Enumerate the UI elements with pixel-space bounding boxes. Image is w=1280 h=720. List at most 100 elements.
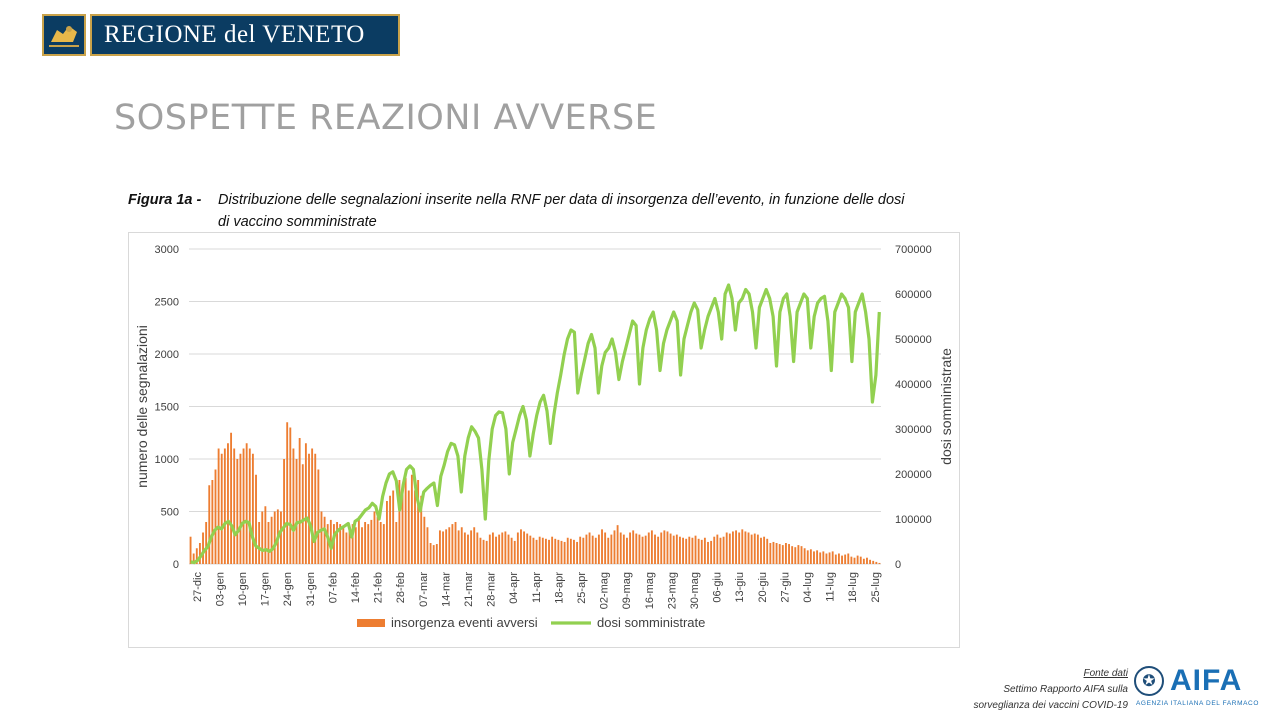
bar: [806, 550, 809, 564]
figure-label: Figura 1a -: [128, 192, 202, 208]
bar: [317, 469, 320, 564]
bar: [741, 529, 744, 564]
bar: [214, 469, 217, 564]
region-name: REGIONE del VENETO: [104, 21, 365, 48]
bar: [376, 516, 379, 564]
x-tick-label: 28-feb: [395, 572, 407, 603]
bar: [245, 443, 248, 564]
figure-caption: Figura 1a - Distribuzione delle segnalazi…: [128, 189, 978, 233]
bar: [454, 522, 457, 564]
bar: [551, 536, 554, 564]
combo-chart: 0 500 1000 1500 2000 2500 3000 0 100000 200000 300…: [134, 244, 954, 630]
aifa-logo: ✪ AIFA AGENZIA ITALIANA DEL FARMACO: [1134, 664, 1270, 712]
bar: [345, 532, 348, 564]
bar: [760, 537, 762, 564]
bar: [738, 532, 741, 564]
bar: [837, 553, 840, 564]
figure-caption-line1: Distribuzione delle segnalazioni inserit…: [218, 192, 905, 208]
bar: [632, 530, 635, 564]
bar: [654, 534, 656, 564]
bar: [488, 534, 491, 564]
bar: [732, 531, 734, 564]
x-tick-label: 31-gen: [305, 572, 317, 606]
bar: [267, 522, 270, 564]
bar: [728, 533, 731, 564]
bar: [280, 511, 282, 564]
bar: [763, 536, 766, 564]
bar: [386, 501, 388, 564]
x-tick-label: 06-giu: [712, 572, 724, 603]
bar: [825, 553, 828, 564]
bar: [844, 554, 847, 564]
bar: [538, 536, 541, 564]
bar: [797, 545, 800, 564]
source-line1: Settimo Rapporto AIFA sulla: [1003, 684, 1128, 695]
bar: [467, 534, 469, 564]
bar: [423, 516, 426, 564]
bar: [442, 531, 444, 564]
bar: [473, 527, 476, 564]
bar: [869, 559, 872, 564]
bar: [479, 537, 482, 564]
bar: [622, 534, 625, 564]
bar: [535, 539, 538, 564]
x-tick-label: 03-gen: [214, 572, 226, 606]
bar: [501, 532, 504, 564]
bar: [236, 459, 239, 564]
bar: [248, 448, 251, 564]
bar: [516, 532, 519, 564]
bar: [510, 537, 513, 564]
bar: [563, 541, 566, 564]
x-tick-label: 27-giu: [779, 572, 791, 603]
bar: [354, 527, 357, 564]
x-tick-label: 25-apr: [576, 572, 588, 604]
bar: [707, 541, 709, 564]
bar: [747, 532, 750, 564]
bar: [719, 537, 722, 564]
bar: [373, 511, 376, 564]
x-tick-label: 25-lug: [870, 572, 882, 603]
bar: [675, 534, 678, 564]
bar: [476, 532, 479, 564]
bar: [831, 551, 834, 564]
bar: [803, 548, 806, 564]
bar: [507, 534, 510, 564]
bar: [255, 474, 257, 564]
bar: [351, 524, 354, 564]
bar: [816, 550, 819, 564]
bar: [769, 543, 772, 564]
bar: [361, 527, 363, 564]
line-series-dosi: [190, 283, 881, 565]
bar: [672, 535, 675, 564]
lion-of-st-mark-icon: [42, 14, 86, 56]
bar: [582, 537, 585, 564]
bar: [772, 541, 775, 564]
y2-tick-label: 100000: [895, 514, 932, 526]
bar: [438, 530, 441, 564]
bar: [389, 495, 391, 564]
bar: [700, 539, 703, 564]
bar: [866, 557, 868, 564]
bar: [323, 516, 326, 564]
bar: [223, 448, 226, 564]
bar: [261, 511, 264, 564]
bar: [566, 537, 569, 564]
bar: [495, 536, 497, 564]
legend-label-line: dosi somministrate: [597, 615, 705, 630]
bar: [470, 530, 473, 564]
bar: [395, 522, 398, 564]
y-tick-label: 2500: [155, 297, 179, 309]
bar: [610, 534, 613, 564]
bar: [270, 516, 273, 564]
bar: [258, 522, 261, 564]
bar: [669, 533, 672, 564]
y-tick-label: 2000: [155, 349, 179, 361]
y2-tick-label: 300000: [895, 424, 932, 436]
x-tick-label: 16-mag: [644, 572, 656, 609]
x-tick-label: 30-mag: [689, 572, 701, 609]
y2-tick-label: 700000: [895, 244, 932, 256]
bar: [320, 511, 323, 564]
bar: [398, 480, 401, 564]
bar: [703, 537, 706, 564]
bar: [227, 443, 229, 564]
